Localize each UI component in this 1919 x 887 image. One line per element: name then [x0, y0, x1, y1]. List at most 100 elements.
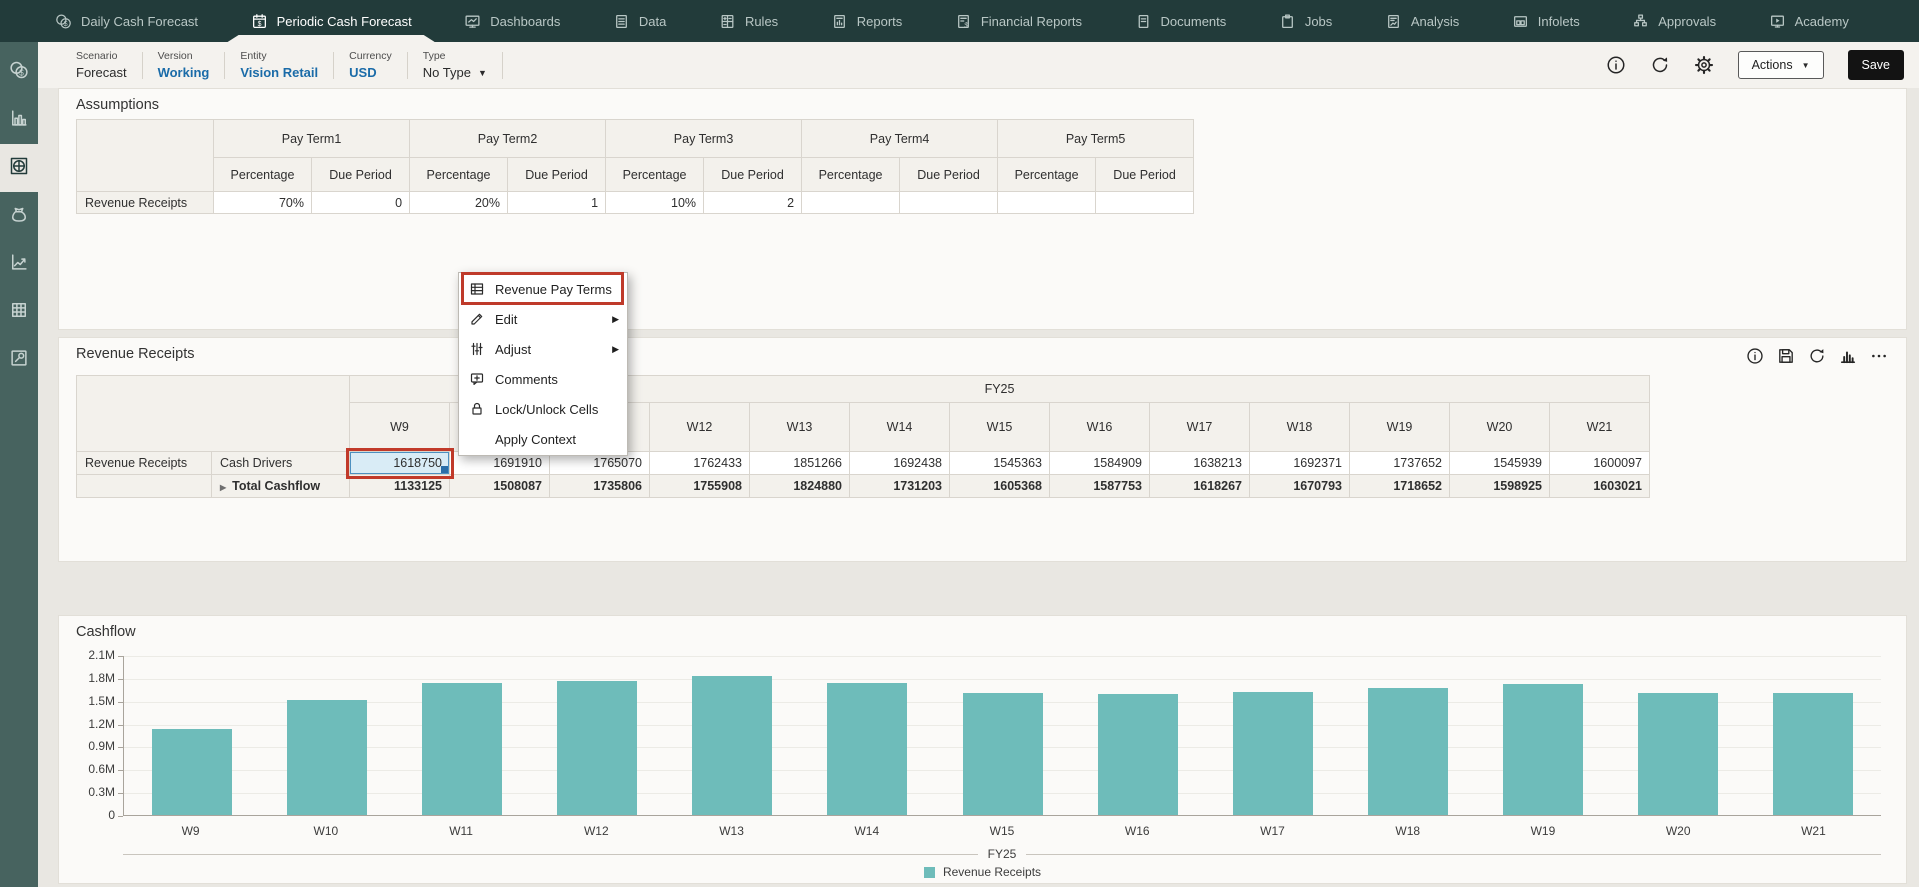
sidebar-item-bar-chart[interactable] [0, 96, 38, 144]
column-header-w12[interactable]: W12 [649, 402, 750, 452]
grid-cell-w16-cash-drivers[interactable]: 1584909 [1049, 451, 1150, 475]
grid-cell-w20-cash-drivers[interactable]: 1545939 [1449, 451, 1550, 475]
column-header-due-period[interactable]: Due Period [1095, 157, 1195, 192]
grid-cell-w21-total-cashflow[interactable]: 1603021 [1548, 474, 1651, 498]
context-menu-item-adjust[interactable]: Adjust ▶ [459, 334, 627, 364]
column-header-w14[interactable]: W14 [849, 402, 950, 452]
context-menu-item-revenue-pay-terms[interactable]: Revenue Pay Terms [459, 272, 627, 305]
gear-icon[interactable] [1694, 55, 1714, 75]
column-header-w19[interactable]: W19 [1349, 402, 1450, 452]
assumptions-cell[interactable]: 2 [703, 191, 803, 214]
refresh-icon[interactable] [1650, 55, 1670, 75]
grid-cell-w10-total-cashflow[interactable]: 1508087 [449, 474, 550, 498]
grid-cell-w17-total-cashflow[interactable]: 1618267 [1149, 474, 1250, 498]
pov-field-value[interactable]: USD [349, 65, 377, 80]
pov-field-value[interactable]: Working [157, 65, 210, 80]
grid-cell-w19-cash-drivers[interactable]: 1737652 [1349, 451, 1450, 475]
pov-field-value[interactable]: Forecast [76, 65, 127, 80]
column-header-w15[interactable]: W15 [949, 402, 1050, 452]
column-header-percentage[interactable]: Percentage [213, 157, 312, 192]
column-header-due-period[interactable]: Due Period [507, 157, 607, 192]
nav-tab-dashboards[interactable]: Dashboards [454, 0, 570, 42]
row-header-cash-drivers[interactable]: Cash Drivers [211, 451, 350, 475]
nav-tab-periodic-cash-forecast[interactable]: $ Periodic Cash Forecast [241, 0, 422, 42]
nav-tab-academy[interactable]: Academy [1759, 0, 1859, 42]
sidebar-item-data-grid[interactable] [0, 288, 38, 336]
grid-cell-w13-total-cashflow[interactable]: 1824880 [749, 474, 850, 498]
nav-tab-documents[interactable]: Documents [1125, 0, 1237, 42]
sidebar-item-coins[interactable]: $ [0, 48, 38, 96]
column-header-percentage[interactable]: Percentage [605, 157, 705, 192]
grid-cell-w11-total-cashflow[interactable]: 1735806 [549, 474, 650, 498]
row-group-header[interactable]: Revenue Receipts [76, 451, 212, 475]
grid-cell-w12-cash-drivers[interactable]: 1762433 [649, 451, 750, 475]
grid-cell-w15-total-cashflow[interactable]: 1605368 [949, 474, 1050, 498]
nav-tab-jobs[interactable]: Jobs [1269, 0, 1342, 42]
info-icon[interactable] [1746, 347, 1764, 365]
assumptions-cell[interactable]: 70% [213, 191, 312, 214]
assumptions-cell[interactable] [1095, 191, 1195, 214]
context-menu-item-comments[interactable]: Comments [459, 364, 627, 394]
row-header-total-cashflow[interactable]: ▶ Total Cashflow [211, 474, 350, 498]
nav-tab-daily-cash-forecast[interactable]: $ Daily Cash Forecast [45, 0, 208, 42]
grid-cell-w16-total-cashflow[interactable]: 1587753 [1049, 474, 1150, 498]
grid-cell-w18-cash-drivers[interactable]: 1692371 [1249, 451, 1350, 475]
column-header-w20[interactable]: W20 [1449, 402, 1550, 452]
column-header-w21[interactable]: W21 [1548, 402, 1651, 452]
nav-tab-approvals[interactable]: Approvals [1622, 0, 1726, 42]
ellipsis-icon[interactable] [1870, 347, 1888, 365]
sidebar-item-globe-grid[interactable] [0, 144, 38, 192]
expand-triangle-icon[interactable]: ▶ [220, 483, 227, 492]
grid-cell-w21-cash-drivers[interactable]: 1600097 [1548, 451, 1651, 475]
sidebar-item-tools[interactable] [0, 336, 38, 384]
assumptions-cell[interactable]: 1 [507, 191, 607, 214]
nav-tab-data[interactable]: Data [603, 0, 676, 42]
assumptions-cell[interactable] [801, 191, 901, 214]
nav-tab-financial-reports[interactable]: $ Financial Reports [945, 0, 1092, 42]
save-disk-icon[interactable] [1777, 347, 1795, 365]
assumptions-cell[interactable] [899, 191, 999, 214]
assumptions-cell[interactable]: 0 [310, 191, 411, 214]
cell-fill-handle[interactable] [441, 466, 448, 473]
grid-cell-w19-total-cashflow[interactable]: 1718652 [1349, 474, 1450, 498]
pov-field-value[interactable]: No Type ▼ [422, 65, 487, 80]
refresh-icon[interactable] [1808, 347, 1826, 365]
nav-tab-reports[interactable]: Reports [821, 0, 913, 42]
grid-cell-w15-cash-drivers[interactable]: 1545363 [949, 451, 1050, 475]
context-menu-item-edit[interactable]: Edit ▶ [459, 304, 627, 334]
column-header-w9[interactable]: W9 [349, 402, 450, 452]
column-group-pay-term3[interactable]: Pay Term3 [605, 119, 803, 158]
context-menu-item-lock-unlock-cells[interactable]: Lock/Unlock Cells [459, 394, 627, 424]
sidebar-item-trend-chart[interactable] [0, 240, 38, 288]
grid-cell-w14-total-cashflow[interactable]: 1731203 [849, 474, 950, 498]
assumptions-cell[interactable]: 10% [605, 191, 705, 214]
chart-bars-icon[interactable] [1839, 347, 1857, 365]
actions-button[interactable]: Actions ▼ [1737, 51, 1824, 79]
column-header-percentage[interactable]: Percentage [997, 157, 1097, 192]
column-header-w18[interactable]: W18 [1249, 402, 1350, 452]
column-header-w13[interactable]: W13 [749, 402, 850, 452]
column-header-due-period[interactable]: Due Period [310, 157, 411, 192]
column-group-pay-term1[interactable]: Pay Term1 [212, 119, 411, 158]
nav-tab-infolets[interactable]: Infolets [1502, 0, 1590, 42]
grid-cell-w9-total-cashflow[interactable]: 1133125 [349, 474, 450, 498]
assumptions-cell[interactable] [997, 191, 1097, 214]
sidebar-item-funds[interactable] [0, 192, 38, 240]
grid-cell-w20-total-cashflow[interactable]: 1598925 [1449, 474, 1550, 498]
context-menu-item-apply-context[interactable]: Apply Context [459, 424, 627, 454]
column-header-percentage[interactable]: Percentage [801, 157, 901, 192]
column-header-w17[interactable]: W17 [1149, 402, 1250, 452]
save-button[interactable]: Save [1847, 50, 1904, 80]
column-header-w16[interactable]: W16 [1049, 402, 1150, 452]
grid-cell-w9-cash-drivers[interactable]: 1618750 [345, 447, 454, 479]
grid-cell-w13-cash-drivers[interactable]: 1851266 [749, 451, 850, 475]
assumptions-cell[interactable]: 20% [409, 191, 509, 214]
info-icon[interactable] [1606, 55, 1626, 75]
column-group-pay-term2[interactable]: Pay Term2 [409, 119, 607, 158]
row-header-revenue-receipts[interactable]: Revenue Receipts [76, 191, 214, 214]
pov-field-value[interactable]: Vision Retail [240, 65, 319, 80]
column-header-due-period[interactable]: Due Period [899, 157, 999, 192]
grid-cell-w12-total-cashflow[interactable]: 1755908 [649, 474, 750, 498]
column-group-pay-term4[interactable]: Pay Term4 [801, 119, 999, 158]
column-header-percentage[interactable]: Percentage [409, 157, 509, 192]
